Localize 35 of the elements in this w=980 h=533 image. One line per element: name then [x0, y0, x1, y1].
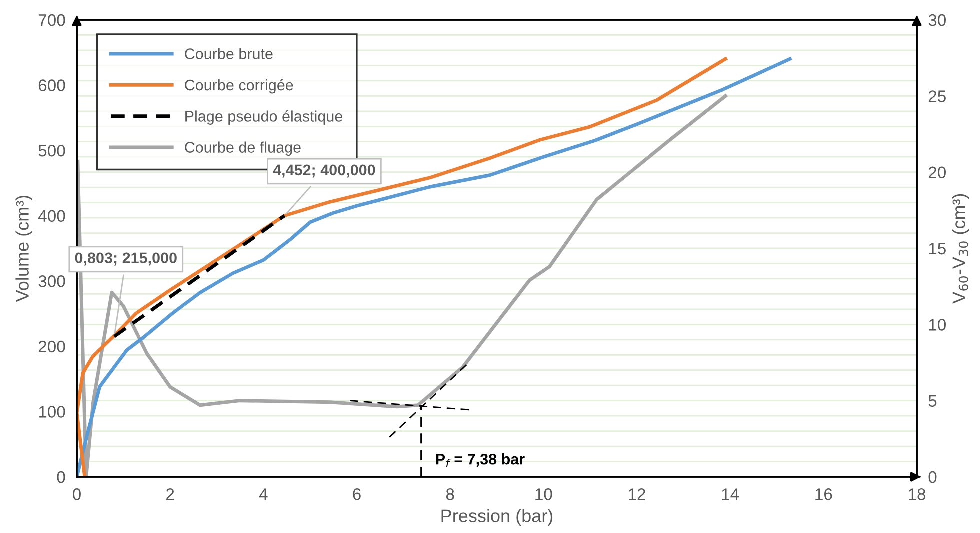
y-tick-label: 200	[38, 340, 66, 353]
x-tick-label: 8	[446, 488, 454, 500]
y2-tick-label: 20	[928, 166, 946, 179]
x-tick-label: 12	[629, 488, 646, 500]
x-axis-title: Pression (bar)	[442, 509, 553, 526]
x-tick-label: 18	[909, 488, 926, 500]
legend-label: Courbe brute	[185, 48, 273, 60]
y-tick-label: 100	[39, 406, 66, 418]
ref-line-label: P$_{f}$ = 7,38 bar	[436, 454, 525, 468]
y-tick-label: 500	[38, 144, 66, 157]
y2-tick-label: 15	[929, 243, 946, 255]
y2-tick-label: 10	[929, 319, 946, 331]
x-tick-label: 10	[536, 488, 552, 500]
y2-tick-label: 25	[928, 90, 946, 102]
legend-label: Courbe corrigée	[185, 79, 294, 94]
x-tick-label: 0	[73, 488, 81, 500]
legend-label: Courbe de fluage	[185, 142, 301, 156]
y-tick-label: 400	[38, 210, 66, 222]
y-tick-label: 0	[57, 471, 66, 484]
x-tick-label: 16	[816, 488, 832, 500]
x-tick-label: 2	[166, 488, 174, 500]
y2-tick-label: 0	[928, 471, 937, 484]
y-tick-label: 300	[38, 276, 66, 288]
y2-tick-label: 30	[928, 14, 946, 26]
x-tick-label: 14	[722, 488, 740, 500]
y-axis-title: Volume (cm³)	[16, 196, 33, 302]
y-tick-label: 600	[38, 80, 66, 92]
y-tick-label: 700	[38, 14, 66, 26]
y2-tick-label: 5	[928, 395, 937, 408]
x-tick-label: 6	[353, 488, 361, 500]
annotation: 4,452; 400,000	[273, 164, 376, 178]
x-tick-label: 4	[259, 488, 268, 500]
legend-label: Plage pseudo élastique	[186, 110, 342, 125]
annotation: 0,803; 215,000	[75, 252, 177, 266]
y2-axis-title: V$_{60}$-V$_{30}$ (cm³)	[952, 194, 970, 304]
